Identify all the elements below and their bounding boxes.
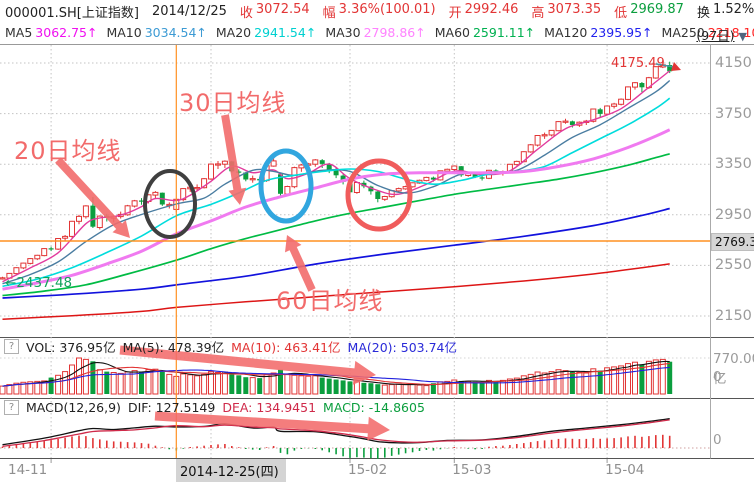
price-tick-2950: 2950: [715, 206, 752, 223]
price-tick-3350: 3350: [715, 156, 752, 173]
period-selector[interactable]: (97日) ▼: [696, 25, 747, 44]
ma250-line: [2, 263, 670, 320]
annotation-ma60-label: 60日均线: [276, 287, 384, 315]
ma-item-MA5: MA5 3062.75↑: [5, 25, 98, 40]
quote-field-高: 高 3073.35: [531, 1, 602, 21]
annotation-ma30-label: 30日均线: [179, 89, 287, 117]
x-axis-label-15-03: 15-03: [452, 462, 492, 478]
quote-fields: 收 3072.54 幅 3.36%(100.01) 开 2992.46 高 3073.35 低 2…: [240, 2, 754, 21]
quote-field-开: 开 2992.46: [448, 1, 519, 21]
ma-item-MA120: MA120 2395.95↑: [544, 25, 653, 40]
crosshair: [0, 45, 710, 458]
price-tick-2150: 2150: [715, 308, 752, 324]
chevron-down-icon[interactable]: ▼: [738, 30, 747, 43]
ma60-line: [2, 152, 670, 297]
volume-header: ? VOL: 376.95亿 MA(5): 478.39亿 MA(10): 46…: [4, 338, 457, 355]
price-tick-4150: 4150: [715, 55, 752, 71]
ma-item-MA20: MA20 2941.54↑: [215, 25, 317, 40]
annotation-circle-red: [345, 158, 413, 232]
annotation-circle-blue: [258, 148, 314, 224]
macd-layer: [1, 417, 671, 459]
quote-field-换: 换 1.52%: [696, 1, 754, 21]
price-tick-3750: 3750: [715, 105, 752, 122]
ma120-line: [2, 207, 670, 299]
period-label[interactable]: (97日): [696, 28, 735, 43]
volume-zero-label: 0: [713, 369, 722, 385]
ma-item-MA30: MA30 2798.86↑: [325, 25, 426, 40]
volume-max-label: 770.00亿: [713, 351, 754, 387]
quote-field-幅: 幅 3.36%(100.01): [322, 1, 436, 21]
left-arrow-icon: ←: [5, 275, 17, 291]
annotation-layer: [55, 114, 413, 441]
help-icon[interactable]: ?: [4, 338, 19, 354]
quote-header: 000001.SH[上证指数] 2014/12/25 收 3072.54 幅 3.36…: [0, 1, 754, 21]
lowest-price-marker: ←2437.48: [5, 275, 73, 291]
high-marker-pointer: [655, 62, 681, 71]
volume-bars-layer: [0, 357, 673, 395]
ma20-line: [2, 97, 671, 288]
x-axis-label-14-11: 14-11: [8, 462, 48, 478]
macd-zero-label: 0: [713, 432, 722, 448]
highest-price-marker: 4175.49: [611, 56, 665, 71]
macd-header: ? MACD(12,26,9) DIF: 127.5149 DEA: 134.9…: [4, 399, 425, 415]
help-icon[interactable]: ?: [4, 399, 19, 415]
annotation-ma20-label: 20日均线: [14, 137, 122, 165]
price-tick-2550: 2550: [715, 257, 752, 274]
quote-field-收: 收 3072.54: [239, 1, 310, 21]
quote-date: 2014/12/25: [151, 3, 227, 19]
x-axis-label-2014-12-25(四): 2014-12-25(四): [176, 459, 286, 482]
ma-item-MA60: MA60 2591.11↑: [434, 25, 536, 40]
ma-value-bar: MA5 3062.75↑ MA10 3034.54↑ MA20 2941.54↑ MA30 2…: [0, 22, 754, 43]
x-axis-label-15-02: 15-02: [348, 462, 388, 478]
x-axis-label-15-04: 15-04: [605, 462, 645, 478]
symbol-name: 000001.SH[上证指数]: [5, 5, 139, 21]
annotation-circle-black: [143, 169, 197, 239]
crosshair-price-label: 2769.37: [711, 233, 754, 251]
ma-item-MA10: MA10 3034.54↑: [106, 25, 207, 40]
quote-field-低: 低 2969.87: [614, 1, 684, 21]
